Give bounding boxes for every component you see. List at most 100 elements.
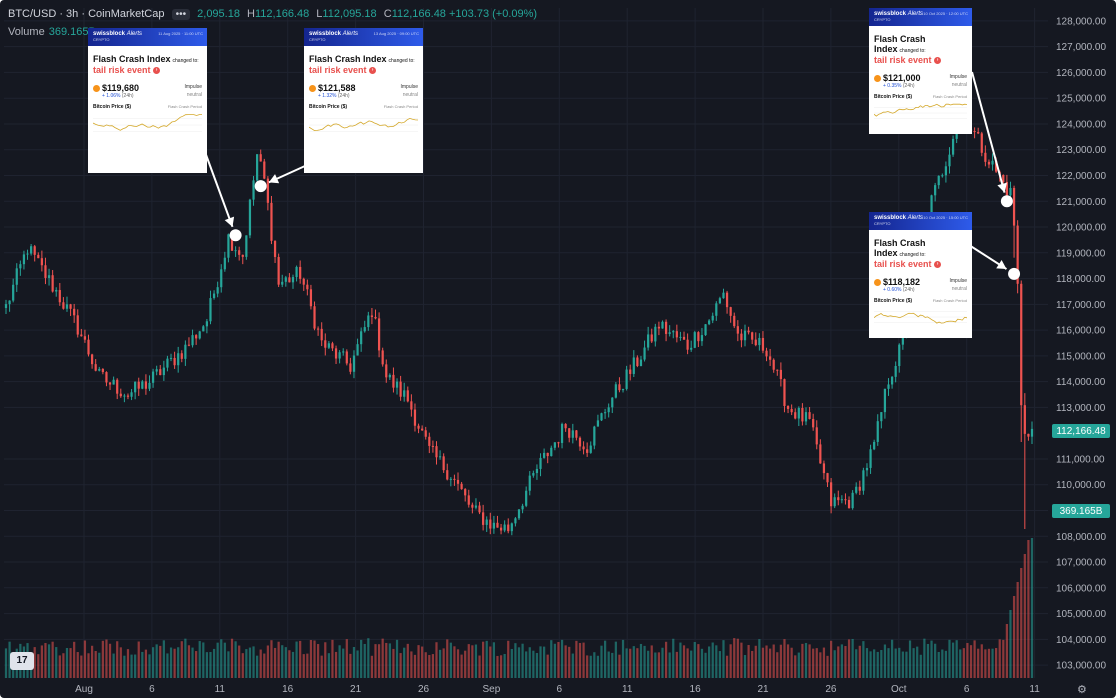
candle-body xyxy=(241,254,244,257)
volume-bar xyxy=(847,639,851,678)
candle-body xyxy=(123,395,126,397)
price-tick: 111,000.00 xyxy=(1056,454,1105,465)
candle-body xyxy=(847,499,851,509)
volume-bar xyxy=(668,652,671,678)
volume-bar xyxy=(62,653,65,678)
volume-bar xyxy=(471,645,474,678)
candle-body xyxy=(62,302,65,309)
candle-body xyxy=(761,337,765,351)
alert-sparkline xyxy=(309,117,418,132)
volume-bar xyxy=(363,643,366,678)
volume-bar xyxy=(252,646,255,678)
volume-bar xyxy=(94,651,97,678)
volume-bar xyxy=(690,650,693,678)
candle-body xyxy=(611,397,614,408)
volume-bar xyxy=(421,646,424,678)
candle-body xyxy=(431,445,435,447)
candle-body xyxy=(776,369,779,371)
more-icon[interactable]: ••• xyxy=(171,9,191,20)
volume-bar xyxy=(535,653,539,678)
candle-body xyxy=(134,381,137,393)
candle-body xyxy=(98,368,101,371)
volume-bar xyxy=(682,645,686,678)
volume-bar xyxy=(916,646,919,678)
candle-body xyxy=(33,246,36,255)
candle-body xyxy=(338,352,341,359)
gear-icon[interactable]: ⚙ xyxy=(1077,684,1087,696)
candle-body xyxy=(489,519,492,529)
candle-body xyxy=(162,367,165,376)
arrow-head xyxy=(268,174,280,184)
volume-bar xyxy=(44,643,47,678)
volume-bar xyxy=(607,651,610,678)
candle-body xyxy=(711,315,714,321)
candle-body xyxy=(413,409,417,426)
candle-body xyxy=(837,497,840,501)
volume-bar xyxy=(234,641,237,678)
candle-body xyxy=(456,479,460,484)
candle-body xyxy=(1016,225,1019,284)
volume-bar xyxy=(801,643,804,678)
candle-body xyxy=(69,304,72,309)
alert-risk: tail risk event xyxy=(874,259,932,269)
volume-bar xyxy=(790,647,793,678)
candle-body xyxy=(876,421,879,442)
candle-body xyxy=(661,321,664,329)
volume-bar xyxy=(130,654,133,678)
close-key: C xyxy=(383,8,392,20)
time-axis[interactable]: Aug 6 11 16 21 26 Sep 6 11 16 21 26 Oct 6 11 xyxy=(75,684,1040,695)
volume-bar xyxy=(611,652,614,678)
price-tick: 127,000.00 xyxy=(1056,42,1106,53)
candle-body xyxy=(614,384,617,398)
price-tick: 124,000.00 xyxy=(1056,119,1106,130)
candle-body xyxy=(374,316,377,319)
candle-body xyxy=(166,358,169,368)
volume-bar xyxy=(937,651,940,678)
candle-body xyxy=(65,304,69,309)
price-axis[interactable]: 128,000.00 127,000.00 126,000.00 125,000.00… xyxy=(1056,16,1106,671)
candle-body xyxy=(812,418,815,428)
candle-body xyxy=(385,364,388,378)
candle-body xyxy=(934,185,937,196)
volume-bar xyxy=(636,648,639,678)
change-value: +103.73 (+0.09%) xyxy=(449,8,538,20)
tradingview-logo[interactable]: 17 xyxy=(10,652,34,670)
open-value: 2,095.18 xyxy=(197,8,240,20)
candle-body xyxy=(144,381,148,389)
candle-body xyxy=(424,430,427,437)
low-value: 112,095.18 xyxy=(322,8,377,20)
symbol-label[interactable]: BTC/USD · 3h · CoinMarketCap xyxy=(8,8,165,20)
annotation-dot xyxy=(1000,195,1013,208)
volume-bar xyxy=(883,644,887,678)
volume-bar xyxy=(151,647,155,678)
volume-bar xyxy=(270,640,273,678)
candle-body xyxy=(331,343,334,349)
volume-bar xyxy=(786,644,790,678)
alert-state: neutral xyxy=(951,286,967,292)
volume-bar xyxy=(510,648,513,678)
alert-risk: tail risk event xyxy=(93,65,151,75)
volume-bar xyxy=(840,644,843,678)
alert-brand-sub: Alerts xyxy=(342,31,359,37)
candle-body xyxy=(295,266,298,278)
volume-bar xyxy=(503,653,506,678)
candle-body xyxy=(256,154,259,181)
candle-body xyxy=(320,328,323,341)
volume-bar xyxy=(1012,596,1016,678)
volume-bar xyxy=(747,645,750,678)
alert-legend: Flash Crash Period xyxy=(932,94,967,99)
alert-impulse: Impulse xyxy=(949,74,967,80)
alert-brand-sub: Alerts xyxy=(126,31,143,37)
volume-badge-bg xyxy=(1052,504,1110,518)
candle-body xyxy=(223,257,226,270)
candle-body xyxy=(797,407,800,419)
volume-bar xyxy=(306,653,309,678)
candle-body xyxy=(230,234,234,251)
candle-body xyxy=(772,359,775,370)
volume-bar xyxy=(869,651,872,678)
price-tick: 120,000.00 xyxy=(1056,223,1106,234)
arrow-right-icon: › xyxy=(934,261,942,269)
candle-body xyxy=(715,303,718,316)
candle-body xyxy=(191,335,194,346)
candle-body xyxy=(758,337,761,346)
